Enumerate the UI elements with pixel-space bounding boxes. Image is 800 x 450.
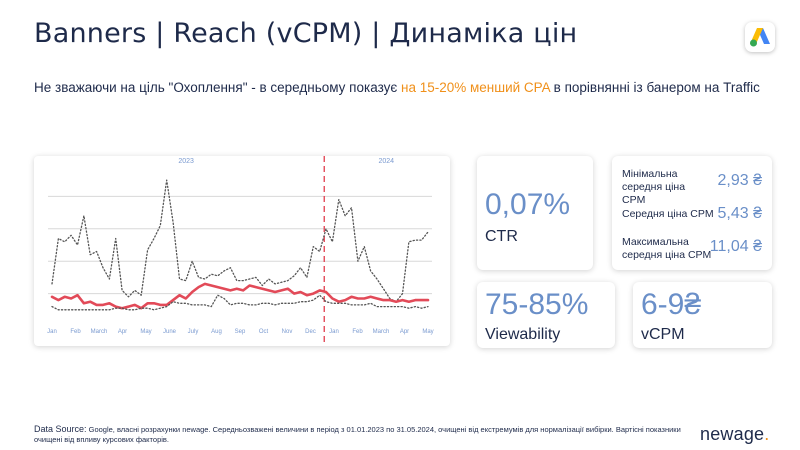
x-tick-label: May [422, 329, 433, 335]
x-tick-label: Jan [329, 329, 339, 335]
newage-logo: newage. [700, 424, 769, 445]
x-tick-label: Dec [305, 329, 316, 335]
cpm-row-name: Середня ціна CPM [622, 208, 714, 220]
x-tick-label: Feb [70, 329, 81, 335]
x-tick-label: Aug [211, 329, 222, 335]
cpm-row-name: Максимальна середня ціна CPM [622, 236, 712, 261]
viewability-label: Viewability [485, 326, 561, 343]
brand-name: newage [700, 424, 765, 444]
cpm-row-value: 2,93 ₴ [717, 172, 762, 189]
viewability-value: 75-85% [485, 288, 589, 321]
x-tick-label: Oct [259, 329, 269, 335]
x-tick-label: Apr [118, 329, 127, 335]
year-label: 2024 [378, 158, 394, 165]
page-title: Banners | Reach (vCPM) | Динаміка цін [34, 18, 578, 49]
source-label: Data Source: [34, 424, 87, 434]
subtitle-highlight: на 15-20% менший CPA [401, 80, 550, 95]
brand-dot: . [764, 424, 770, 444]
google-ads-logo-icon [745, 22, 775, 52]
ctr-card: 0,07% CTR [477, 156, 593, 270]
viewability-card: 75-85% Viewability [477, 282, 615, 348]
vcpm-label: vCPM [641, 326, 685, 343]
x-tick-label: Feb [352, 329, 363, 335]
vcpm-card: 6-9₴ vCPM [633, 282, 772, 348]
x-tick-label: June [163, 329, 177, 335]
x-tick-label: Nov [282, 329, 293, 335]
source-text: Google, власні розрахунки newage. Середн… [34, 425, 681, 444]
data-source-note: Data Source: Google, власні розрахунки n… [34, 424, 684, 445]
series-line [50, 282, 430, 310]
series-line [51, 294, 429, 311]
cpm-row-value: 5,43 ₴ [717, 205, 762, 222]
series-line [51, 179, 429, 303]
x-tick-label: March [91, 329, 108, 335]
cpm-row-name: Мінімальна середня ціна CPM [622, 168, 686, 206]
vcpm-value: 6-9₴ [641, 288, 702, 321]
cpm-row-value: 11,04 ₴ [709, 238, 762, 255]
ctr-label: CTR [485, 228, 518, 245]
x-tick-label: Jan [47, 329, 57, 335]
price-trend-chart: Jan Feb March Apr May June July Aug Sep Oct Nov Dec… [34, 156, 450, 346]
x-tick-label: May [140, 329, 151, 335]
x-tick-label: Apr [400, 329, 409, 335]
x-tick-label: March [373, 329, 390, 335]
subtitle-post: в порівнянні із банером на Traffic [549, 80, 760, 95]
x-tick-label: Sep [235, 329, 246, 335]
x-tick-label: July [188, 329, 199, 335]
cpm-card: Мінімальна середня ціна CPM 2,93 ₴ Серед… [612, 156, 772, 270]
ctr-value: 0,07% [485, 188, 571, 221]
year-label: 2023 [178, 158, 194, 165]
chart-svg: Jan Feb March Apr May June July Aug Sep Oct Nov Dec… [47, 156, 434, 346]
subtitle-pre: Не зважаючи на ціль "Охоплення" - в сере… [34, 80, 401, 95]
subtitle: Не зважаючи на ціль "Охоплення" - в сере… [34, 80, 760, 95]
